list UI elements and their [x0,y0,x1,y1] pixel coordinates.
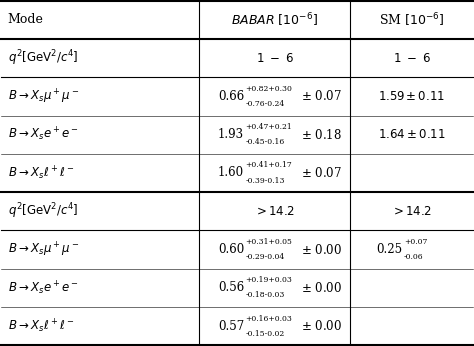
Text: $q^2[\mathrm{GeV}^2/c^4]$: $q^2[\mathrm{GeV}^2/c^4]$ [8,201,78,221]
Text: $\pm\ $0.18: $\pm\ $0.18 [301,128,342,142]
Text: $1.59 \pm 0.11$: $1.59 \pm 0.11$ [378,90,446,103]
Text: $\pm\ $0.07: $\pm\ $0.07 [301,166,342,180]
Text: +0.16+0.03: +0.16+0.03 [246,315,292,322]
Text: 0.56: 0.56 [218,281,244,294]
Text: $\pm\ $0.00: $\pm\ $0.00 [301,243,342,257]
Text: $B \to X_s\mu^+\mu^-$: $B \to X_s\mu^+\mu^-$ [8,87,79,106]
Text: -0.39-0.13: -0.39-0.13 [246,176,285,184]
Text: $B \to X_s \ell^+\ell^-$: $B \to X_s \ell^+\ell^-$ [8,164,74,182]
Text: +0.82+0.30: +0.82+0.30 [246,85,292,93]
Text: SM $[10^{-6}]$: SM $[10^{-6}]$ [379,11,445,29]
Text: $1\ -\ 6$: $1\ -\ 6$ [255,52,294,65]
Text: $B \to X_s\mu^+\mu^-$: $B \to X_s\mu^+\mu^-$ [8,240,79,259]
Text: $1\ -\ 6$: $1\ -\ 6$ [393,52,431,65]
Text: $B \to X_s e^+e^-$: $B \to X_s e^+e^-$ [8,126,79,143]
Text: $q^2[\mathrm{GeV}^2/c^4]$: $q^2[\mathrm{GeV}^2/c^4]$ [8,48,78,68]
Text: Mode: Mode [8,13,44,26]
Text: 0.60: 0.60 [218,243,244,256]
Text: -0.15-0.02: -0.15-0.02 [246,330,285,338]
Text: +0.19+0.03: +0.19+0.03 [246,276,292,284]
Text: $\pm\ $0.07: $\pm\ $0.07 [301,89,342,103]
Text: $\mathit{BABAR}\ [10^{-6}]$: $\mathit{BABAR}\ [10^{-6}]$ [231,11,318,29]
Text: -0.45-0.16: -0.45-0.16 [246,138,285,146]
Text: 0.57: 0.57 [218,320,244,333]
Text: $\pm\ $0.00: $\pm\ $0.00 [301,319,342,333]
Text: $B \to X_s \ell^+\ell^-$: $B \to X_s \ell^+\ell^-$ [8,318,74,335]
Text: $> 14.2$: $> 14.2$ [392,205,432,218]
Text: -0.29-0.04: -0.29-0.04 [246,253,285,261]
Text: +0.31+0.05: +0.31+0.05 [246,238,292,246]
Text: +0.07: +0.07 [404,238,427,246]
Text: 1.60: 1.60 [218,166,244,180]
Text: 1.93: 1.93 [218,128,244,141]
Text: 0.66: 0.66 [218,90,244,103]
Text: -0.06: -0.06 [404,253,423,261]
Text: $B \to X_s e^+e^-$: $B \to X_s e^+e^-$ [8,279,79,297]
Text: $> 14.2$: $> 14.2$ [255,205,295,218]
Text: -0.76-0.24: -0.76-0.24 [246,100,285,108]
Text: +0.47+0.21: +0.47+0.21 [246,123,292,131]
Text: $1.64 \pm 0.11$: $1.64 \pm 0.11$ [378,128,446,141]
Text: $\pm\ $0.00: $\pm\ $0.00 [301,281,342,295]
Text: +0.41+0.17: +0.41+0.17 [246,162,292,170]
Text: 0.25: 0.25 [376,243,402,256]
Text: -0.18-0.03: -0.18-0.03 [246,291,285,299]
